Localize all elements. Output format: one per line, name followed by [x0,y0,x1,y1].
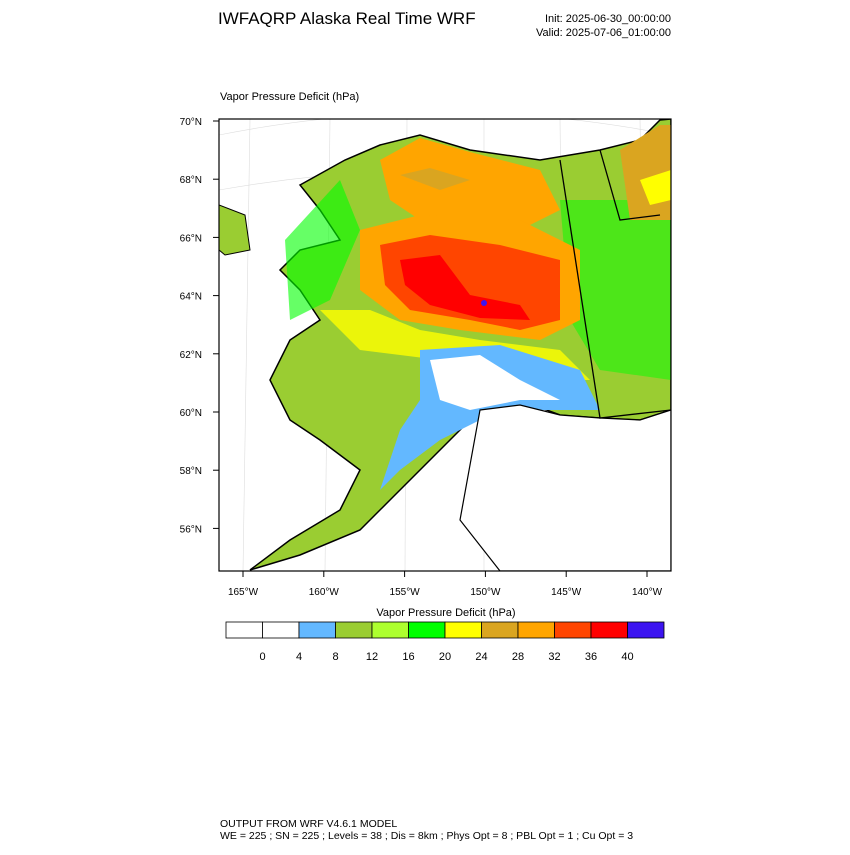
lon-label: 145°W [551,587,582,598]
colorbar-label: 40 [621,651,633,663]
lon-label: 155°W [390,587,421,598]
colorbar-box [371,621,409,639]
colorbar-box [517,621,555,639]
colorbar-box [335,621,373,639]
lat-label: 68°N [180,175,202,186]
lat-label: 66°N [180,233,202,244]
colorbar-box [444,621,482,639]
lat-label: 64°N [180,292,202,303]
lat-label: 70°N [180,117,202,128]
footer-line: OUTPUT FROM WRF V4.6.1 MODEL [220,818,397,830]
colorbar-label: 4 [296,651,302,663]
colorbar-box [590,621,628,639]
lon-labels: 165°W 160°W 155°W 150°W 145°W 140°W [228,571,663,598]
lat-label: 58°N [180,466,202,477]
colorbar-label: 28 [512,651,524,663]
colorbar-label: 12 [366,651,378,663]
map [218,118,672,572]
colorbar-label: 32 [548,651,560,663]
lon-label: 150°W [470,587,501,598]
lon-label: 140°W [632,587,663,598]
colorbar-box [298,621,336,639]
lat-label: 62°N [180,350,202,361]
colorbar-title: Vapor Pressure Deficit (hPa) [376,607,515,619]
valid-time: Valid: 2025-07-06_01:00:00 [536,27,671,39]
colorbar-label: 36 [585,651,597,663]
colorbar-label: 20 [439,651,451,663]
colorbar-box [408,621,446,639]
init-time: Init: 2025-06-30_00:00:00 [545,13,671,25]
colorbar-box [554,621,592,639]
lat-label: 60°N [180,408,202,419]
footer-line: WE = 225 ; SN = 225 ; Levels = 38 ; Dis … [220,830,633,842]
lat-labels: 70°N 68°N 66°N 64°N 62°N 60°N 58°N 56°N [180,117,219,535]
colorbar-box [225,621,263,639]
colorbar: 0 4 8 12 16 20 24 28 32 36 40 [225,621,665,663]
lon-label: 160°W [309,587,340,598]
colorbar-label: 24 [475,651,487,663]
colorbar-box [481,621,519,639]
colorbar-box [262,621,300,639]
colorbar-label: 0 [259,651,265,663]
colorbar-box [627,621,665,639]
lat-label: 56°N [180,524,202,535]
colorbar-label: 8 [332,651,338,663]
colorbar-label: 16 [402,651,414,663]
field-label: Vapor Pressure Deficit (hPa) [220,91,359,103]
lon-label: 165°W [228,587,259,598]
title: IWFAQRP Alaska Real Time WRF [218,9,476,28]
